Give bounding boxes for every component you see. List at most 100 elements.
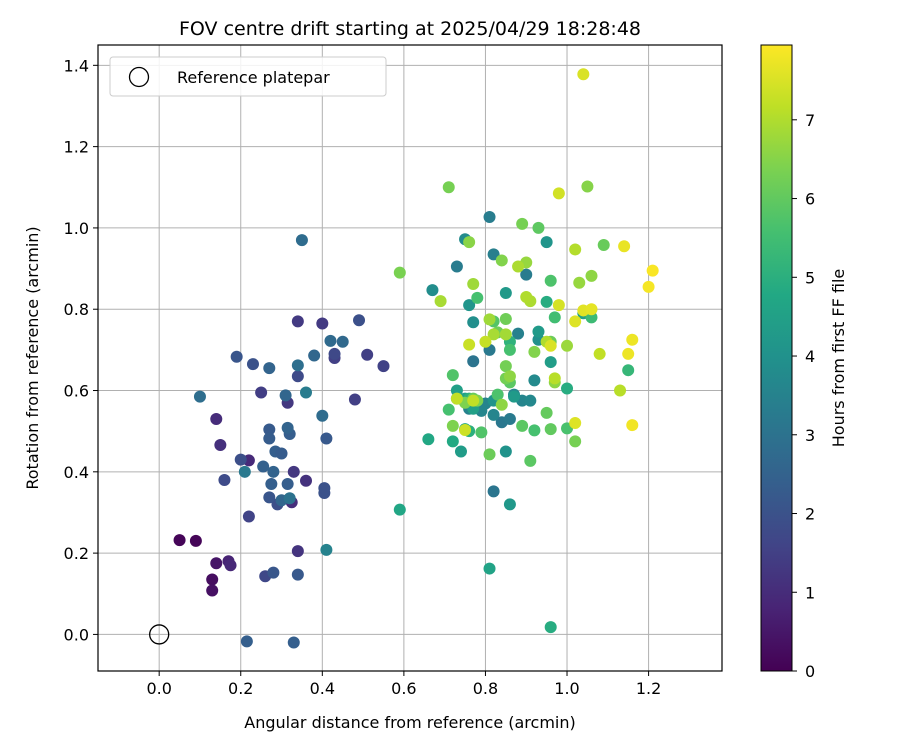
scatter-point bbox=[426, 284, 439, 297]
colorbar-tick-label: 5 bbox=[805, 268, 815, 287]
scatter-point bbox=[300, 386, 312, 399]
scatter-point bbox=[348, 393, 361, 406]
scatter-point bbox=[242, 510, 255, 523]
scatter-point bbox=[393, 503, 406, 516]
scatter-point bbox=[291, 315, 304, 328]
scatter-point bbox=[552, 187, 565, 200]
scatter-point bbox=[593, 347, 606, 360]
scatter-point bbox=[561, 339, 574, 352]
scatter-point bbox=[577, 68, 590, 81]
scatter-point bbox=[479, 335, 492, 348]
y-axis-ticks: 0.0 0.2 0.4 0.6 0.8 1.0 1.2 1.4 bbox=[64, 56, 98, 644]
gridlines bbox=[98, 45, 722, 671]
scatter-point bbox=[503, 412, 516, 425]
colorbar-tick-label: 2 bbox=[805, 505, 815, 524]
scatter-point bbox=[573, 276, 586, 289]
colorbar-tick-label: 4 bbox=[805, 347, 815, 366]
legend-box bbox=[109, 56, 387, 97]
scatter-point bbox=[316, 409, 329, 422]
scatter-point bbox=[487, 248, 500, 261]
y-tick-label: 0.0 bbox=[64, 625, 89, 644]
scatter-point bbox=[275, 447, 288, 460]
scatter-point bbox=[618, 240, 631, 253]
scatter-point bbox=[210, 412, 223, 425]
scatter-point bbox=[230, 350, 243, 363]
scatter-point bbox=[361, 348, 374, 361]
y-tick-label: 0.4 bbox=[64, 463, 89, 482]
scatter-point bbox=[495, 398, 508, 411]
scatter-point bbox=[463, 299, 476, 312]
scatter-point bbox=[224, 559, 237, 572]
scatter-point bbox=[487, 485, 500, 498]
scatter-point bbox=[450, 392, 463, 405]
scatter-point bbox=[353, 314, 366, 327]
scatter-point bbox=[569, 243, 582, 256]
scatter-point bbox=[544, 339, 557, 352]
scatter-point bbox=[524, 454, 537, 467]
scatter-point bbox=[626, 419, 639, 432]
x-tick-label: 0.0 bbox=[146, 679, 171, 698]
scatter-point bbox=[283, 492, 296, 505]
scatter-point bbox=[446, 369, 459, 382]
scatter-point bbox=[450, 260, 463, 273]
scatter-point bbox=[193, 390, 206, 403]
colorbar-tick-label: 6 bbox=[805, 190, 815, 209]
scatter-point bbox=[540, 295, 553, 308]
x-tick-label: 1.2 bbox=[636, 679, 661, 698]
colorbar-tick-label: 3 bbox=[805, 426, 815, 445]
scatter-point bbox=[218, 473, 231, 486]
y-tick-label: 1.4 bbox=[64, 56, 89, 75]
scatter-point bbox=[471, 291, 484, 304]
scatter-point bbox=[267, 566, 280, 579]
scatter-point bbox=[503, 498, 516, 511]
scatter-point bbox=[569, 417, 582, 430]
scatter-point bbox=[320, 432, 333, 445]
scatter-point bbox=[499, 328, 512, 341]
scatter-point bbox=[487, 408, 500, 421]
colorbar-tick-label: 7 bbox=[805, 111, 815, 130]
scatter-point bbox=[210, 557, 223, 570]
scatter-point bbox=[544, 274, 557, 287]
scatter-point bbox=[281, 421, 294, 434]
colorbar-tick-label: 0 bbox=[805, 662, 815, 681]
scatter-point bbox=[483, 448, 496, 461]
colorbar-ticks: 0 1 2 3 4 5 6 7 bbox=[792, 111, 815, 681]
scatter-point bbox=[442, 181, 455, 194]
scatter-point bbox=[622, 364, 635, 377]
scatter-point bbox=[206, 584, 219, 597]
scatter-point bbox=[257, 460, 270, 473]
scatter-point bbox=[238, 465, 251, 478]
scatter-point bbox=[291, 370, 304, 383]
scatter-point bbox=[532, 325, 545, 338]
scatter-point bbox=[446, 419, 459, 432]
scatter-point bbox=[524, 394, 537, 407]
scatter-point bbox=[585, 269, 598, 282]
scatter-point bbox=[508, 390, 520, 403]
scatter-point bbox=[454, 445, 467, 458]
scatter-point bbox=[234, 453, 247, 466]
scatter-point bbox=[642, 280, 655, 293]
scatter-point bbox=[548, 311, 561, 324]
scatter-point bbox=[561, 382, 574, 395]
x-axis-ticks: 0.0 0.2 0.4 0.6 0.8 1.0 1.2 bbox=[146, 671, 661, 698]
scatter-point bbox=[503, 343, 516, 356]
scatter-point bbox=[512, 327, 525, 340]
y-axis-label: Rotation from reference (arcmin) bbox=[23, 226, 42, 489]
y-tick-label: 1.0 bbox=[64, 219, 89, 238]
data-points bbox=[173, 68, 659, 649]
x-tick-label: 0.2 bbox=[228, 679, 253, 698]
scatter-point bbox=[291, 359, 304, 372]
scatter-point bbox=[422, 433, 435, 446]
scatter-point bbox=[528, 374, 541, 387]
legend-entry-reference: Reference platepar bbox=[177, 68, 330, 87]
scatter-point bbox=[495, 254, 508, 267]
scatter-point bbox=[544, 356, 557, 369]
scatter-point bbox=[263, 423, 276, 436]
scatter-point bbox=[622, 347, 635, 360]
scatter-point bbox=[279, 389, 292, 402]
scatter-point bbox=[281, 478, 294, 491]
scatter-point bbox=[463, 338, 476, 351]
scatter-point bbox=[552, 299, 565, 312]
scatter-point bbox=[442, 403, 455, 416]
